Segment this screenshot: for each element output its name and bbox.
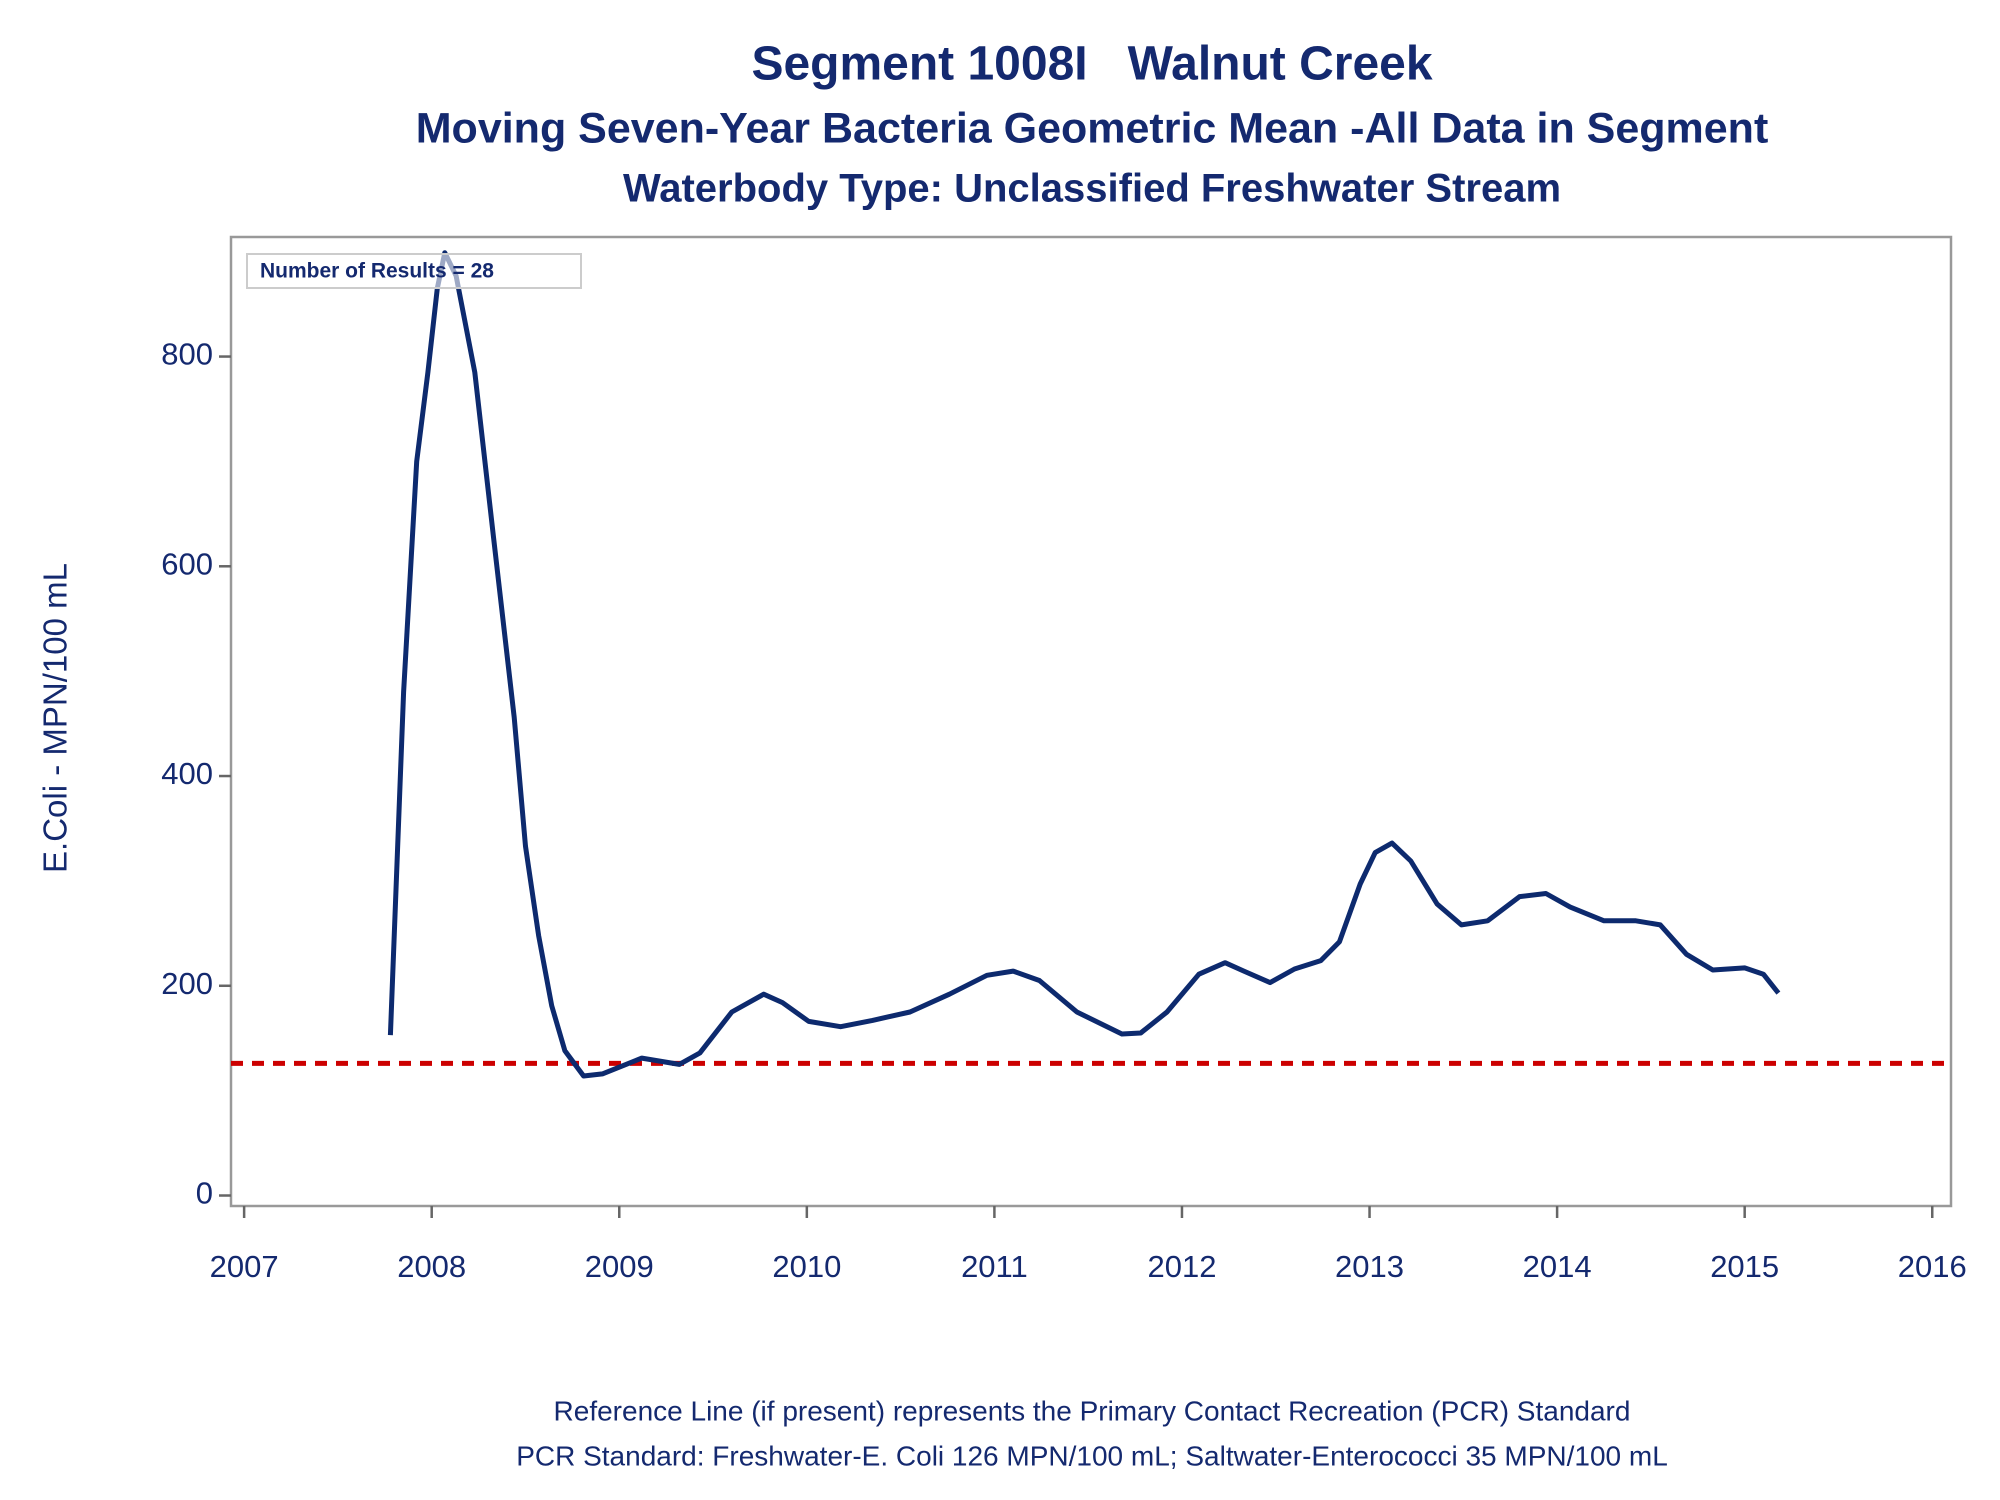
x-tick-label: 2008 — [397, 1249, 466, 1284]
x-tick-label: 2007 — [210, 1249, 279, 1284]
x-tick-label: 2011 — [961, 1249, 1028, 1284]
annotation-box — [246, 253, 582, 289]
y-tick-label: 200 — [161, 966, 213, 1001]
y-tick-label: 400 — [161, 756, 213, 791]
x-tick-label: 2014 — [1523, 1249, 1592, 1284]
plot-frame — [229, 235, 1953, 1208]
chart-subtitle: Moving Seven-Year Bacteria Geometric Mea… — [416, 104, 1769, 152]
x-tick-label: 2016 — [1898, 1249, 1967, 1284]
chart-title: Segment 1008I Walnut Creek — [751, 38, 1432, 91]
x-tick-label: 2015 — [1710, 1249, 1779, 1284]
annotation: Number of Results = 28 — [260, 260, 494, 283]
y-tick-label: 0 — [196, 1176, 213, 1211]
footnote: PCR Standard: Freshwater-E. Coli 126 MPN… — [516, 1440, 1668, 1471]
x-tick-label: 2009 — [585, 1249, 654, 1284]
y-axis-label: E.Coli - MPN/100 mL — [37, 563, 74, 873]
chart-subtitle: Waterbody Type: Unclassified Freshwater … — [623, 167, 1561, 211]
y-tick-label: 800 — [161, 337, 213, 372]
x-tick-label: 2010 — [772, 1249, 841, 1284]
y-tick-label: 600 — [161, 546, 213, 581]
data-line — [387, 250, 1781, 1079]
x-tick-label: 2012 — [1147, 1249, 1216, 1284]
footnote: Reference Line (if present) represents t… — [554, 1395, 1631, 1426]
x-tick-label: 2013 — [1335, 1249, 1404, 1284]
